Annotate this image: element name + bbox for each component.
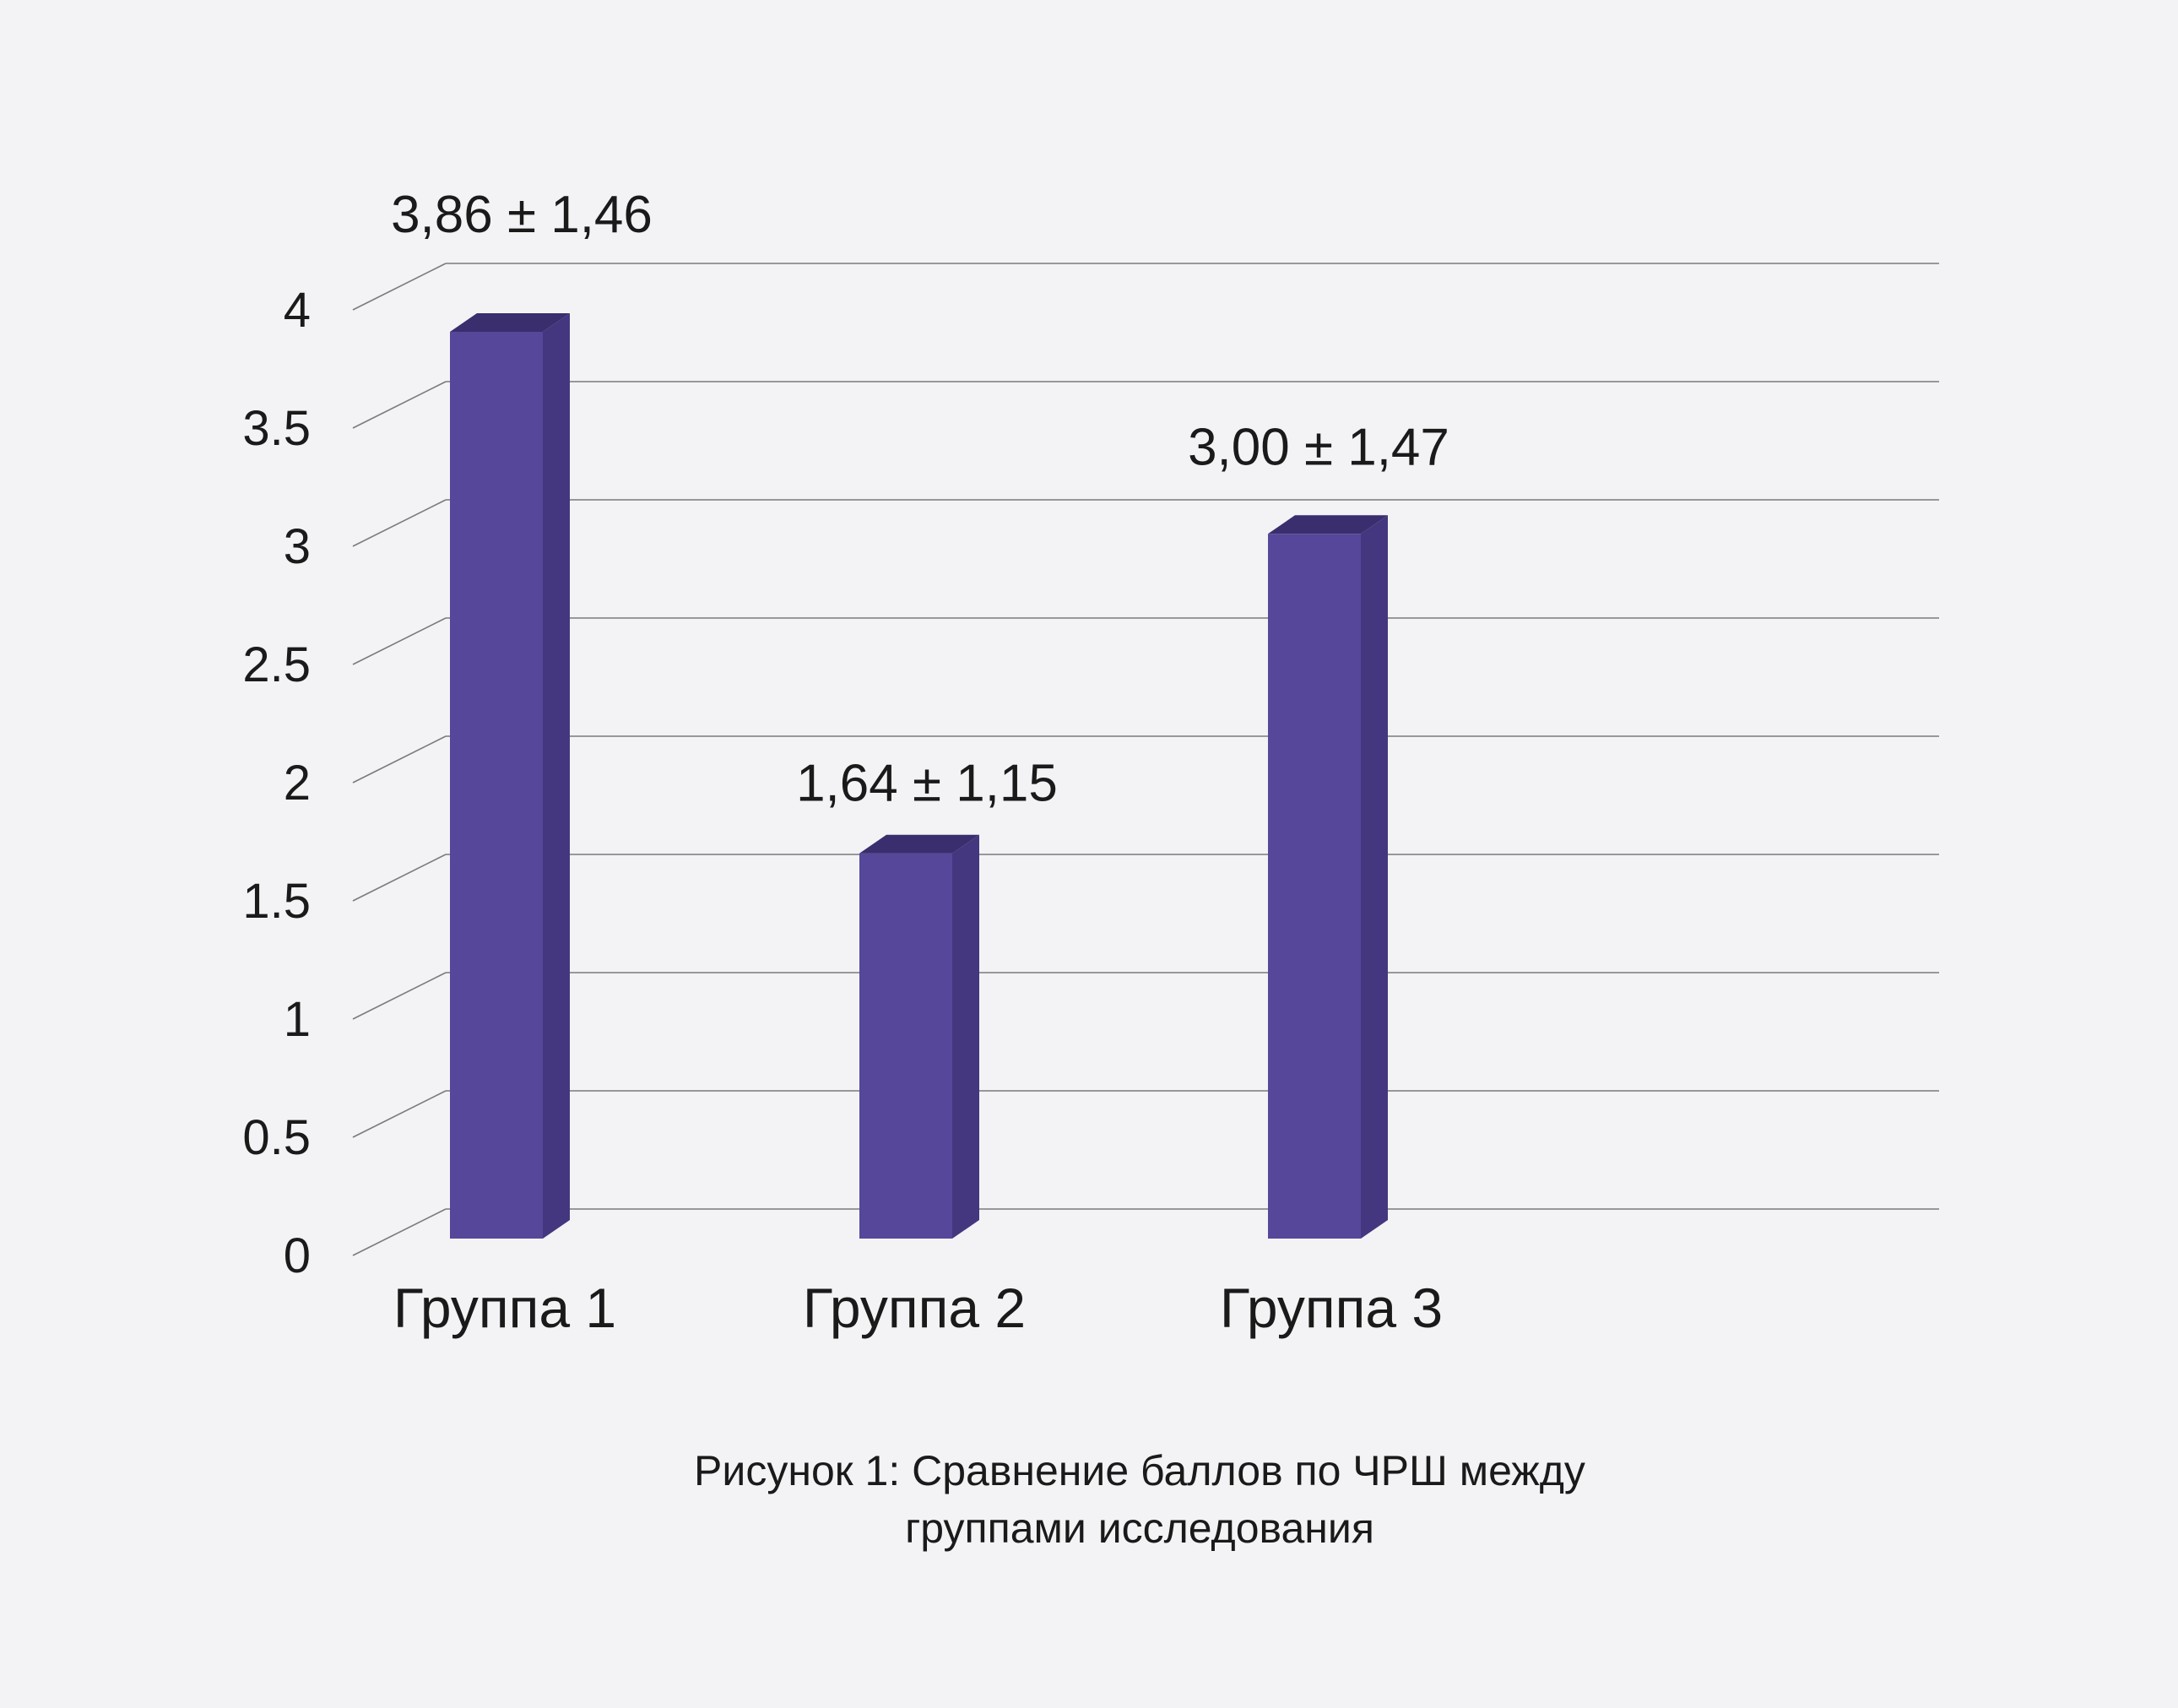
gridline-diagonal	[352, 499, 447, 547]
bars	[450, 313, 1388, 1239]
category-label: Группа 1	[393, 1277, 616, 1339]
data-label: 3,00 ± 1,47	[1188, 418, 1449, 476]
y-tick-label: 2.5	[242, 637, 311, 692]
bar	[859, 853, 952, 1239]
bar-side	[1361, 515, 1388, 1239]
y-tick-label: 3.5	[242, 401, 311, 456]
y-tick-label: 4	[284, 283, 311, 338]
gridline-diagonal	[352, 381, 447, 429]
category-label: Группа 3	[1220, 1277, 1443, 1339]
gridline-diagonal	[352, 972, 447, 1020]
y-axis-ticks: 0 0.5 1 1.5 2 2.5 3 3.5 4	[242, 283, 311, 1283]
gridline-diagonal	[352, 617, 447, 665]
gridline-diagonal	[352, 263, 447, 311]
gridline-diagonal	[352, 735, 447, 784]
bar-side	[543, 313, 570, 1239]
y-tick-label: 1.5	[242, 874, 311, 929]
y-tick-label: 1	[284, 992, 311, 1047]
data-label: 1,64 ± 1,15	[796, 755, 1058, 813]
bar-top	[450, 313, 570, 332]
bar	[450, 332, 543, 1239]
bar-side	[952, 834, 979, 1239]
gridline-diagonal	[352, 854, 447, 902]
bar-top	[1268, 515, 1388, 534]
x-axis-categories: Группа 1 Группа 2 Группа 3	[393, 1277, 1443, 1339]
category-label: Группа 2	[803, 1277, 1026, 1339]
figure-caption-line-2: группами исследования	[905, 1505, 1374, 1552]
gridline-diagonal	[352, 1208, 447, 1256]
data-labels: 3,86 ± 1,46 1,64 ± 1,15 3,00 ± 1,47	[391, 186, 1449, 813]
y-tick-label: 3	[284, 519, 311, 574]
data-label: 3,86 ± 1,46	[391, 186, 653, 244]
bar-top	[859, 834, 979, 854]
y-tick-label: 0	[284, 1228, 311, 1283]
y-tick-label: 2	[284, 756, 311, 811]
y-tick-label: 0.5	[242, 1110, 311, 1165]
grid-layer	[352, 263, 1939, 1256]
gridline-diagonal	[352, 1090, 447, 1138]
bar	[1268, 534, 1361, 1239]
figure-caption-line-1: Рисунок 1: Сравнение баллов по ЧРШ между	[694, 1447, 1585, 1494]
